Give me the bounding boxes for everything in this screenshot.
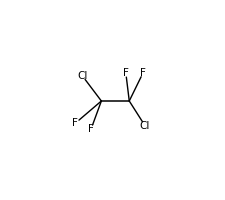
Text: F: F: [123, 68, 129, 78]
Text: Cl: Cl: [140, 121, 150, 131]
Text: F: F: [72, 118, 78, 128]
Text: F: F: [88, 124, 94, 134]
Text: Cl: Cl: [77, 71, 87, 81]
Text: F: F: [140, 68, 146, 78]
